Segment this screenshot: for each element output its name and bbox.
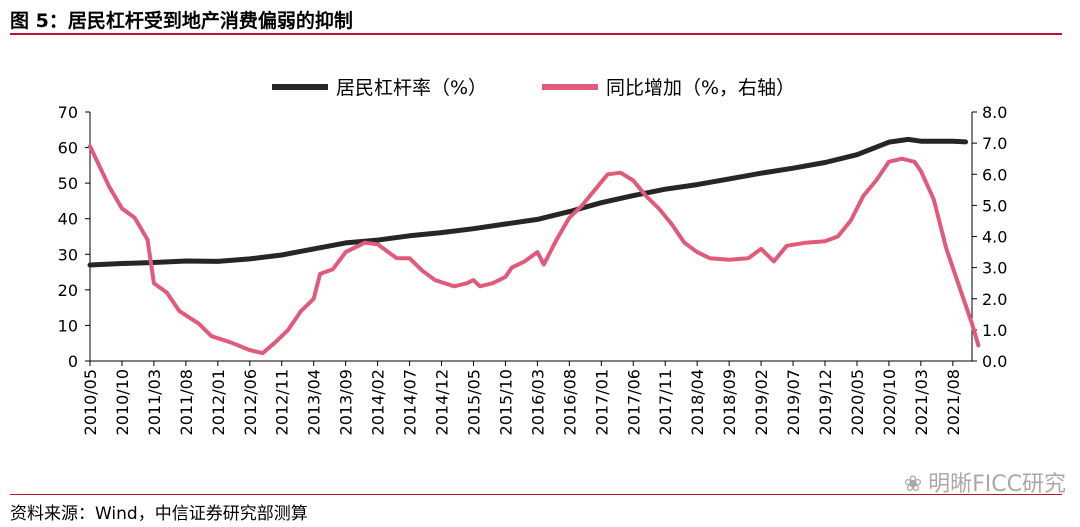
left-tick-label: 70 <box>58 103 78 122</box>
right-tick-label: 8.0 <box>982 103 1007 122</box>
chart-title: 图 5：居民杠杆受到地产消费偏弱的抑制 <box>10 10 353 32</box>
series-line-1 <box>87 136 969 268</box>
right-tick-label: 2.0 <box>982 290 1007 309</box>
right-tick-label: 0.0 <box>982 352 1007 371</box>
x-tick-label: 2016/08 <box>560 369 579 435</box>
left-tick-label: 40 <box>58 210 78 229</box>
watermark-text: 明晰FICC研究 <box>928 472 1066 497</box>
left-tick-label: 20 <box>58 281 78 300</box>
x-tick-label: 2011/03 <box>145 369 164 435</box>
legend-label-series-1: 居民杠杆率（%） <box>336 77 487 99</box>
left-tick-label: 10 <box>58 316 78 335</box>
x-tick-label: 2015/10 <box>496 369 515 435</box>
series-lines <box>87 136 981 356</box>
wechat-icon: ❀ <box>903 472 923 497</box>
x-tick-label: 2013/04 <box>305 369 324 435</box>
legend: 居民杠杆率（%） 同比增加（%，右轴） <box>272 77 795 99</box>
x-tick-label: 2014/07 <box>401 369 420 435</box>
axes: 0 10 20 30 40 50 60 70 0.0 1.0 2.0 3.0 4.0 5.0 6.0 7.0 8… <box>58 103 1008 435</box>
x-tick-label: 2018/09 <box>720 369 739 435</box>
source-note: 资料来源：Wind，中信证券研究部测算 <box>10 504 308 524</box>
right-tick-label: 5.0 <box>982 196 1007 215</box>
x-tick-label: 2011/08 <box>177 369 196 435</box>
x-tick-label: 2020/10 <box>880 369 899 435</box>
x-tick-label: 2019/07 <box>784 369 803 435</box>
left-tick-label: 60 <box>58 139 78 158</box>
series-line-2 <box>88 144 981 356</box>
x-tick-label: 2010/05 <box>81 369 100 435</box>
x-tick-label: 2017/06 <box>624 369 643 435</box>
x-tick-label: 2012/01 <box>209 369 228 435</box>
x-tick-label: 2021/03 <box>912 369 931 435</box>
x-tick-label: 2020/05 <box>848 369 867 435</box>
x-tick-label: 2014/12 <box>433 369 452 435</box>
x-tick-label: 2013/09 <box>337 369 356 435</box>
right-tick-label: 6.0 <box>982 165 1007 184</box>
x-tick-label: 2017/11 <box>656 369 675 435</box>
x-tick-label: 2012/06 <box>241 369 260 435</box>
x-tick-label: 2017/01 <box>592 369 611 435</box>
x-tick-label: 2019/02 <box>752 369 771 435</box>
x-tick-label: 2014/02 <box>369 369 388 435</box>
x-tick-label: 2012/11 <box>273 369 292 435</box>
right-tick-label: 3.0 <box>982 259 1007 278</box>
watermark: ❀ 明晰FICC研究 <box>904 466 1066 498</box>
right-tick-label: 7.0 <box>982 134 1007 153</box>
x-tick-label: 2016/03 <box>528 369 547 435</box>
title-divider <box>10 33 1062 35</box>
footer-divider <box>10 494 1062 495</box>
right-tick-label: 4.0 <box>982 228 1007 247</box>
left-tick-label: 30 <box>58 245 78 264</box>
x-tick-label: 2015/05 <box>464 369 483 435</box>
x-tick-label: 2019/12 <box>816 369 835 435</box>
x-tick-label: 2021/08 <box>944 369 963 435</box>
x-tick-label: 2010/10 <box>113 369 132 435</box>
legend-label-series-2: 同比增加（%，右轴） <box>606 77 795 99</box>
x-tick-label: 2018/04 <box>688 369 707 435</box>
left-tick-label: 50 <box>58 174 78 193</box>
right-tick-label: 1.0 <box>982 321 1007 340</box>
left-tick-label: 0 <box>68 352 78 371</box>
line-chart: 居民杠杆率（%） 同比增加（%，右轴） 0 10 20 30 40 50 60 70 0.0 1.… <box>58 77 1008 435</box>
